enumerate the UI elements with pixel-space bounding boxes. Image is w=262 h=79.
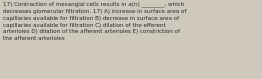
Text: 17) Contraction of mesangial cells results in a(n) ________, which
decreases glo: 17) Contraction of mesangial cells resul… (3, 2, 187, 41)
